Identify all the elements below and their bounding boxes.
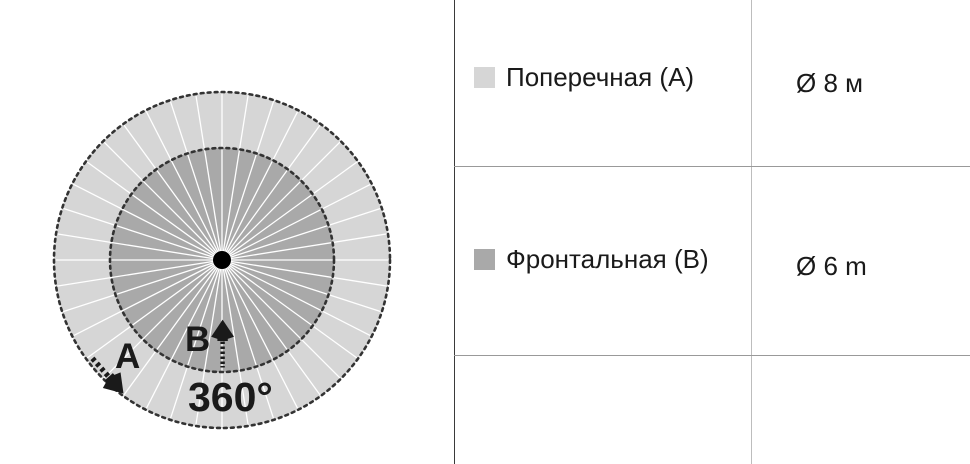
svg-text:B: B <box>185 320 210 359</box>
svg-text:A: A <box>115 337 140 376</box>
svg-text:360°: 360° <box>188 374 273 420</box>
